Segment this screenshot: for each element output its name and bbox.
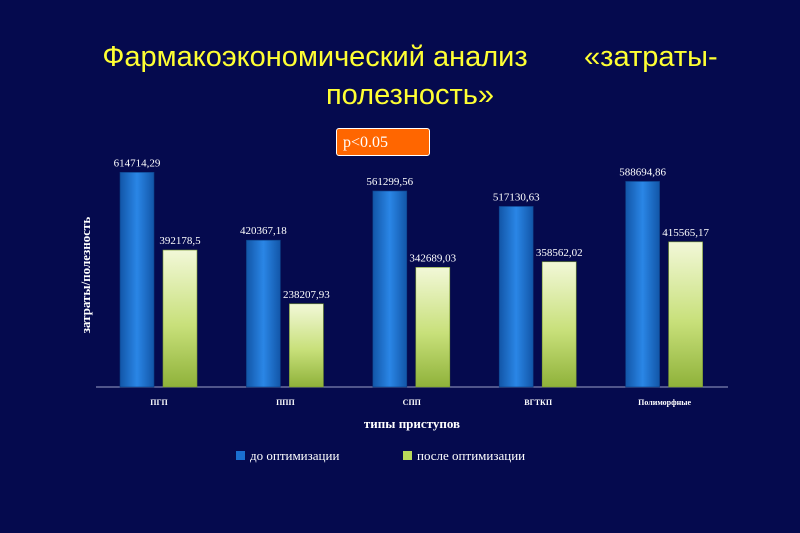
bar-before-4 — [625, 181, 660, 388]
data-label-after-2: 342689,03 — [409, 252, 456, 264]
data-label-before-4: 588694,86 — [619, 166, 666, 178]
bar-after-0 — [162, 249, 198, 388]
legend-label-after: после оптимизации — [417, 448, 525, 463]
p-value-badge: p<0.05 — [336, 128, 430, 156]
data-label-before-2: 561299,56 — [366, 176, 413, 188]
bar-after-1 — [289, 303, 324, 388]
legend: до оптимизации после оптимизации — [236, 448, 525, 463]
data-label-before-1: 420367,18 — [240, 225, 287, 237]
bar-before-2 — [372, 190, 408, 388]
bar-before-3 — [498, 206, 534, 388]
data-label-after-3: 358562,02 — [536, 247, 583, 259]
bar-after-2 — [415, 267, 451, 388]
x-tick-label-3: ВГТКП — [524, 398, 553, 407]
x-tick-label-4: Полиморфные — [638, 398, 691, 407]
slide-title-line-2: полезность» — [325, 79, 495, 111]
x-tick-label-2: СПП — [403, 398, 422, 407]
slide-title-line-1: Фармакоэкономический анализ «затраты- — [102, 41, 718, 73]
x-tick-label-0: ПГП — [150, 398, 168, 407]
bar-after-3 — [541, 261, 577, 388]
legend-label-before: до оптимизации — [250, 448, 339, 463]
x-tick-label-1: ППП — [276, 398, 295, 407]
y-axis-title: затраты/полезность — [78, 217, 93, 334]
data-label-before-0: 614714,29 — [114, 157, 161, 169]
legend-swatch-after — [403, 451, 412, 460]
data-label-after-4: 415565,17 — [662, 227, 709, 239]
bar-before-0 — [119, 172, 155, 388]
data-label-after-1: 238207,93 — [283, 289, 330, 301]
data-label-before-3: 517130,63 — [493, 191, 540, 203]
bar-after-4 — [668, 241, 703, 388]
bar-before-1 — [246, 239, 281, 388]
data-label-after-0: 392178,5 — [159, 235, 201, 247]
slide-title: Фармакоэкономический анализ «затраты- по… — [60, 38, 760, 114]
legend-swatch-before — [236, 451, 245, 460]
x-axis-title: типы приступов — [364, 416, 460, 431]
